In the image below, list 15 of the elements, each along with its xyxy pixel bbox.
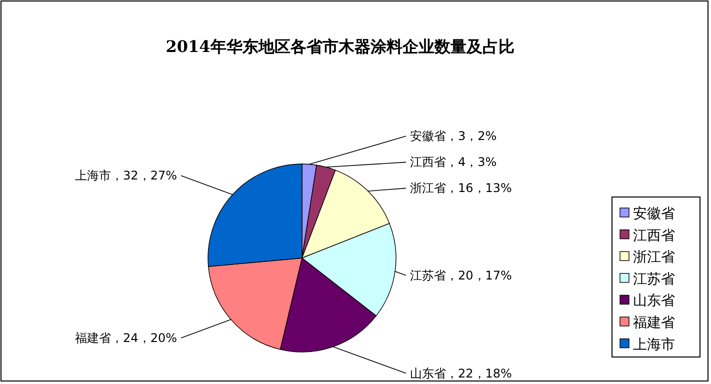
legend-label: 安徽省 bbox=[633, 206, 675, 222]
legend-label: 福建省 bbox=[633, 315, 675, 331]
data-label: 江西省，4，3% bbox=[410, 155, 497, 170]
data-label: 江苏省，20，17% bbox=[410, 268, 512, 282]
data-label: 福建省，24，20% bbox=[75, 331, 177, 346]
legend-label: 上海市 bbox=[633, 336, 675, 353]
data-label: 山东省，22，18% bbox=[410, 366, 512, 380]
chart-title: 2014年华东地区各省市木器涂料企业数量及占比 bbox=[166, 37, 514, 56]
legend-label: 江西省 bbox=[633, 228, 675, 244]
legend-label: 江苏省 bbox=[633, 271, 675, 288]
legend-label: 浙江省 bbox=[633, 250, 675, 266]
data-label: 安徽省，3，2% bbox=[410, 129, 497, 144]
data-label: 上海市，32，27% bbox=[75, 168, 177, 183]
legend-label: 山东省 bbox=[633, 293, 675, 310]
data-label: 浙江省，16，13% bbox=[410, 181, 512, 196]
